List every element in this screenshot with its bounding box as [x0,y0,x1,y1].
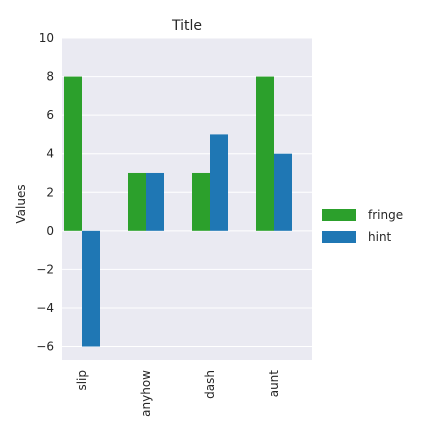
y-tick-label: 6 [46,108,54,122]
legend: fringe hint [322,208,403,244]
bar-fringe-aunt [256,76,274,231]
legend-label-hint: hint [368,230,392,244]
x-tick-label-dash: dash [203,370,217,399]
legend-swatch-fringe [322,209,356,221]
y-tick-label: 4 [46,147,54,161]
y-tick-label: 2 [46,185,54,199]
x-tick-label-anyhow: anyhow [139,370,153,417]
y-tick-label: −6 [36,340,54,354]
bar-fringe-anyhow [128,172,146,231]
y-axis-ticks: −6 −4 −2 0 2 4 6 8 10 [36,31,54,354]
y-tick-label: −4 [36,301,54,315]
y-axis-title: Values [14,184,28,223]
x-tick-label-slip: slip [75,370,89,391]
bar-hint-slip [82,230,100,347]
bar-hint-dash [210,134,228,231]
legend-label-fringe: fringe [368,208,403,222]
y-tick-label: −2 [36,262,54,276]
bar-hint-anyhow [146,172,164,231]
bar-fringe-slip [64,76,82,231]
chart-title: Title [171,18,202,34]
bar-hint-aunt [274,153,292,231]
bars [64,76,292,347]
y-tick-label: 10 [39,31,54,45]
x-tick-label-aunt: aunt [267,370,281,398]
y-tick-label: 8 [46,70,54,84]
x-axis-ticks: slip anyhow dash aunt [75,370,281,417]
y-tick-label: 0 [46,224,54,238]
legend-swatch-hint [322,231,356,243]
bar-fringe-dash [192,172,210,231]
